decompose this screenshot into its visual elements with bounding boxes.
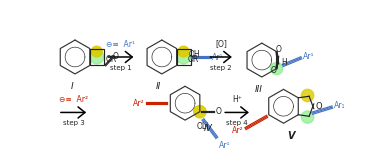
Text: II: II	[156, 82, 161, 91]
Text: Ar²: Ar²	[232, 126, 244, 135]
Text: O: O	[315, 102, 322, 111]
Circle shape	[301, 111, 314, 123]
Text: Ar¹: Ar¹	[218, 141, 230, 150]
Circle shape	[90, 50, 104, 64]
Text: step 2: step 2	[210, 65, 232, 71]
Text: Ar¹: Ar¹	[303, 52, 314, 61]
Text: Ar₁: Ar₁	[334, 101, 345, 110]
Circle shape	[91, 46, 102, 57]
Text: Ar²: Ar²	[133, 99, 145, 108]
Text: III: III	[255, 85, 263, 94]
Text: IV: IV	[204, 124, 213, 133]
Circle shape	[178, 46, 189, 57]
Text: O: O	[216, 107, 222, 116]
Text: H⁺: H⁺	[232, 95, 242, 104]
Text: [O]: [O]	[215, 40, 227, 49]
Text: V: V	[288, 131, 295, 141]
Text: O: O	[276, 45, 282, 54]
Text: OR: OR	[105, 55, 116, 64]
Circle shape	[176, 50, 190, 64]
Text: Ar¹: Ar¹	[212, 52, 224, 61]
Text: H: H	[281, 58, 287, 67]
Text: O: O	[271, 66, 276, 75]
Text: ⊖≡  Ar¹: ⊖≡ Ar¹	[106, 40, 135, 49]
Text: step 4: step 4	[226, 120, 248, 126]
Circle shape	[194, 106, 206, 118]
Text: OLi: OLi	[197, 122, 209, 131]
Circle shape	[301, 89, 314, 102]
Text: OR: OR	[187, 55, 199, 64]
Text: O: O	[113, 52, 119, 61]
Text: step 1: step 1	[110, 65, 132, 71]
Text: step 3: step 3	[63, 120, 84, 126]
Circle shape	[270, 62, 283, 75]
Text: OH: OH	[189, 50, 201, 59]
Text: I: I	[70, 82, 73, 91]
Text: ⊖≡  Ar²: ⊖≡ Ar²	[59, 95, 88, 104]
